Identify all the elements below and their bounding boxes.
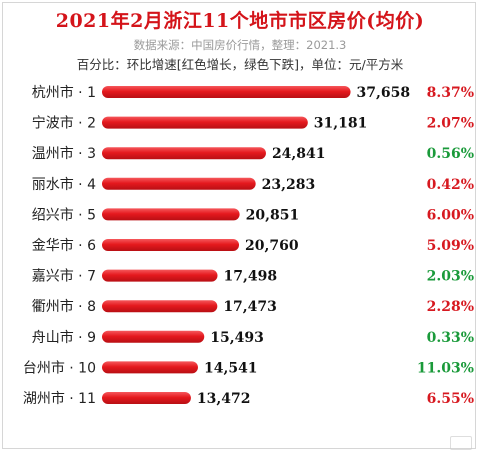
category-label: 丽水市 · 4 — [32, 176, 96, 193]
category-label: 杭州市 · 1 — [32, 84, 96, 101]
category-label: 绍兴市 · 5 — [32, 206, 96, 223]
value-label: 31,181 — [314, 116, 368, 132]
value-label: 23,283 — [262, 177, 316, 193]
value-label: 24,841 — [272, 146, 326, 162]
change-label: 0.42% — [427, 177, 474, 193]
chart-title: 2021年2月浙江11个地市市区房价(均价) — [55, 10, 425, 32]
category-label: 衢州市 · 8 — [32, 298, 96, 315]
change-label: 5.09% — [427, 238, 474, 254]
change-label: 11.03% — [417, 360, 474, 376]
watermark-logo — [450, 436, 472, 450]
change-label: 6.55% — [427, 391, 474, 407]
chart-frame — [2, 2, 476, 449]
category-label: 台州市 · 10 — [23, 359, 96, 376]
category-label: 舟山市 · 9 — [32, 329, 96, 346]
bar — [102, 361, 198, 374]
value-label: 37,658 — [357, 85, 411, 101]
category-label: 湖州市 · 11 — [23, 390, 96, 407]
value-label: 17,473 — [223, 299, 277, 315]
bar — [102, 86, 351, 98]
value-label: 13,472 — [197, 391, 251, 407]
chart-note: 百分比：环比增速[红色增长，绿色下跌]，单位：元/平方米 — [76, 57, 404, 72]
change-label: 8.37% — [427, 85, 474, 101]
value-label: 20,851 — [246, 207, 300, 223]
category-label: 温州市 · 3 — [32, 145, 96, 162]
value-label: 20,760 — [245, 238, 299, 254]
change-label: 0.56% — [427, 146, 474, 162]
category-label: 金华市 · 6 — [32, 237, 96, 254]
category-label: 宁波市 · 2 — [32, 115, 96, 132]
bar — [102, 116, 308, 129]
bar — [102, 269, 218, 282]
bar — [102, 392, 191, 404]
change-label: 6.00% — [427, 207, 474, 223]
value-label: 14,541 — [204, 360, 258, 376]
bar — [102, 147, 266, 160]
change-label: 2.03% — [427, 269, 474, 285]
bar — [102, 208, 240, 221]
bar — [102, 177, 256, 190]
value-label: 17,498 — [223, 269, 277, 285]
bar — [102, 330, 205, 343]
bar — [102, 239, 240, 251]
chart-subtitle: 数据来源：中国房价行情，整理：2021.3 — [133, 38, 347, 52]
change-label: 2.28% — [427, 299, 474, 315]
change-label: 0.33% — [427, 330, 474, 346]
category-label: 嘉兴市 · 7 — [32, 268, 96, 285]
bar — [102, 300, 218, 313]
change-label: 2.07% — [427, 116, 474, 132]
value-label: 15,493 — [210, 330, 264, 346]
